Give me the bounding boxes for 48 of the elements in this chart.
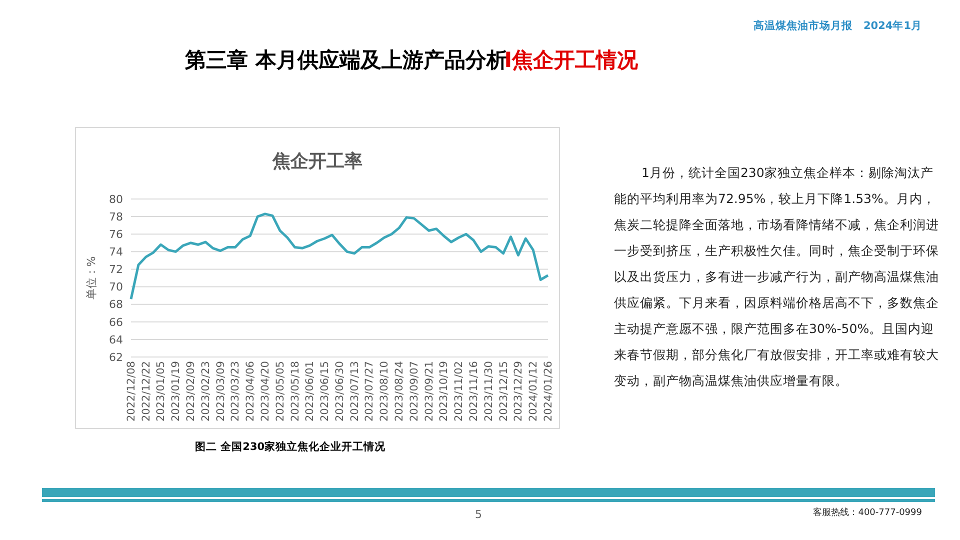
y-tick-label: 80 [109,192,123,206]
x-tick-label: 2023/06/01 [304,361,316,422]
y-tick-label: 68 [109,298,123,312]
y-tick-label: 64 [109,333,123,346]
x-tick-label: 2023/12/15 [498,361,510,422]
x-tick-label: 2023/08/10 [378,361,391,422]
y-tick-label: 76 [109,228,123,242]
x-tick-label: 2023/01/05 [155,361,168,422]
y-tick-label: 62 [109,350,123,364]
y-axis-title: 单位：% [84,256,98,300]
x-tick-label: 2023/11/16 [468,360,480,422]
x-tick-label: 2023/04/06 [244,360,257,422]
x-tick-label: 2023/09/21 [423,361,436,422]
x-tick-label: 2023/04/20 [259,361,272,422]
y-tick-label: 74 [109,246,123,259]
x-tick-label: 2023/06/15 [319,361,332,422]
x-tick-label: 2023/01/19 [170,361,182,422]
x-tick-label: 2023/10/19 [438,361,450,422]
x-tick-label: 2023/07/13 [348,361,361,422]
x-tick-label: 2023/03/09 [214,361,227,422]
x-tick-label: 2022/12/22 [140,361,152,422]
x-tick-label: 2023/09/07 [408,361,420,422]
y-tick-label: 70 [109,280,123,294]
x-tick-label: 2024/01/26 [542,360,554,422]
y-tick-label: 72 [109,263,123,276]
y-tick-label: 66 [109,316,123,329]
x-tick-label: 2023/11/30 [482,361,495,422]
x-tick-label: 2024/01/12 [528,361,540,422]
line-series [130,212,550,300]
y-tick-label: 78 [109,210,123,224]
text: 第三章 本月供应端及上游产品分析 [185,47,508,74]
chart-title: 焦企开工率 [271,150,364,173]
x-tick-label: 2023/02/23 [200,361,212,422]
x-tick-label: 2023/11/02 [453,361,466,422]
x-tick-label: 2023/02/09 [185,361,198,422]
x-tick-label: 2023/12/29 [512,361,525,422]
text: 图二 全国230家独立焦化企业开工情况 [195,440,386,454]
x-tick-label: 2023/05/18 [289,361,302,422]
x-tick-label: 2023/05/05 [274,361,286,422]
x-tick-label: 2023/07/27 [364,361,376,422]
text: 高温煤焦油市场月报 2024年1月 [753,19,922,33]
x-tick-label: 2023/03/23 [230,361,242,422]
text: 1月份，统计全国230家独立焦企样本：剔除淘汰产能的平均利用率为72.95%，较上月下降1.53%。月内，焦炭二轮提降全面落地，市场看降情绪不减，焦企利润进一步受到挤压，生产积极性欠佳。同时，焦企受制于环保以及出货压力，多有进一步减产行为，副产物高温煤焦油供应偏紧。下月来看，因原料端价格居高不下，多数焦企主动提产意愿不强，限产范围多在30%-50%。且国内迎来春节假期，部分焦化厂有放假安排，开工率或难有较大变动，副产物高温煤焦油供应增量有限。 [614,165,939,388]
text: 5 [475,508,482,521]
text: 客服热线：400-777-0999 [813,506,922,519]
x-tick-label: 2023/08/24 [394,360,406,422]
x-tick-label: 2022/12/08 [125,361,138,422]
x-tick-label: 2023/06/30 [334,361,346,422]
